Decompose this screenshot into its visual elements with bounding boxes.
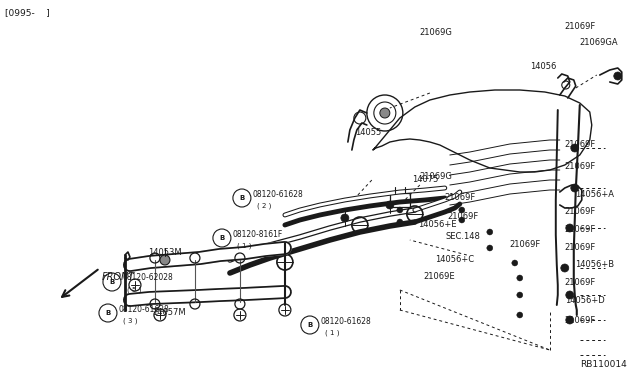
Text: B: B: [307, 322, 312, 328]
Text: ( 5 ): ( 5 ): [127, 287, 141, 293]
Text: ( 2 ): ( 2 ): [257, 203, 271, 209]
Text: 08120-61628: 08120-61628: [119, 305, 170, 314]
Text: 14056+D: 14056+D: [564, 296, 605, 305]
Text: B: B: [106, 310, 111, 316]
Circle shape: [566, 224, 574, 232]
Text: 08120-62028: 08120-62028: [123, 273, 173, 282]
Text: 14055: 14055: [355, 128, 381, 137]
Text: [0995-    ]: [0995- ]: [5, 8, 50, 17]
Text: 14075: 14075: [412, 175, 438, 184]
Text: 14056+C: 14056+C: [435, 255, 474, 264]
Circle shape: [571, 144, 579, 152]
Circle shape: [380, 108, 390, 118]
Circle shape: [160, 255, 170, 265]
Circle shape: [571, 184, 579, 192]
Circle shape: [516, 275, 523, 281]
Circle shape: [566, 291, 574, 299]
Text: 21069F: 21069F: [564, 316, 596, 325]
Text: 14056+E: 14056+E: [418, 220, 456, 229]
Circle shape: [512, 260, 518, 266]
Text: 21069F: 21069F: [448, 212, 479, 221]
Circle shape: [341, 214, 349, 222]
Circle shape: [386, 201, 394, 209]
Text: 21069F: 21069F: [445, 193, 476, 202]
Text: 21069G: 21069G: [420, 28, 452, 37]
Circle shape: [487, 229, 493, 235]
Text: 08120-8161F: 08120-8161F: [233, 230, 283, 238]
Text: ( 3 ): ( 3 ): [123, 318, 138, 324]
Text: FRONT: FRONT: [102, 272, 135, 282]
Circle shape: [487, 245, 493, 251]
Circle shape: [397, 207, 403, 213]
Text: ( 1 ): ( 1 ): [237, 243, 252, 249]
Text: 14053M: 14053M: [148, 248, 182, 257]
Text: 14056+A: 14056+A: [575, 190, 614, 199]
Circle shape: [459, 207, 465, 213]
Circle shape: [566, 316, 574, 324]
Circle shape: [459, 217, 465, 223]
Text: 08120-61628: 08120-61628: [253, 189, 303, 199]
Text: 21069F: 21069F: [564, 225, 596, 234]
Text: 21069F: 21069F: [564, 22, 596, 31]
Circle shape: [516, 292, 523, 298]
Text: 21069F: 21069F: [564, 278, 596, 287]
Circle shape: [614, 72, 621, 80]
Text: 21069F: 21069F: [564, 162, 596, 171]
Text: 21069F: 21069F: [564, 243, 596, 252]
Text: B: B: [109, 279, 115, 285]
Text: 21069F: 21069F: [564, 140, 596, 149]
Text: ( 1 ): ( 1 ): [325, 330, 339, 336]
Circle shape: [397, 219, 403, 225]
Text: 21069F: 21069F: [510, 240, 541, 249]
Text: B: B: [220, 235, 225, 241]
Text: 14056+B: 14056+B: [575, 260, 614, 269]
Text: 21069F: 21069F: [564, 207, 596, 216]
Text: SEC.148: SEC.148: [446, 232, 481, 241]
Text: 21069G: 21069G: [420, 172, 452, 181]
FancyBboxPatch shape: [390, 193, 410, 207]
Text: 21069E: 21069E: [424, 272, 456, 281]
Text: B: B: [239, 195, 244, 201]
Text: 21069GA: 21069GA: [580, 38, 618, 47]
Text: RB110014: RB110014: [580, 360, 627, 369]
Text: 14056: 14056: [530, 62, 556, 71]
Circle shape: [561, 264, 569, 272]
Circle shape: [516, 312, 523, 318]
Text: 14057M: 14057M: [152, 308, 186, 317]
Text: 08120-61628: 08120-61628: [321, 317, 372, 326]
